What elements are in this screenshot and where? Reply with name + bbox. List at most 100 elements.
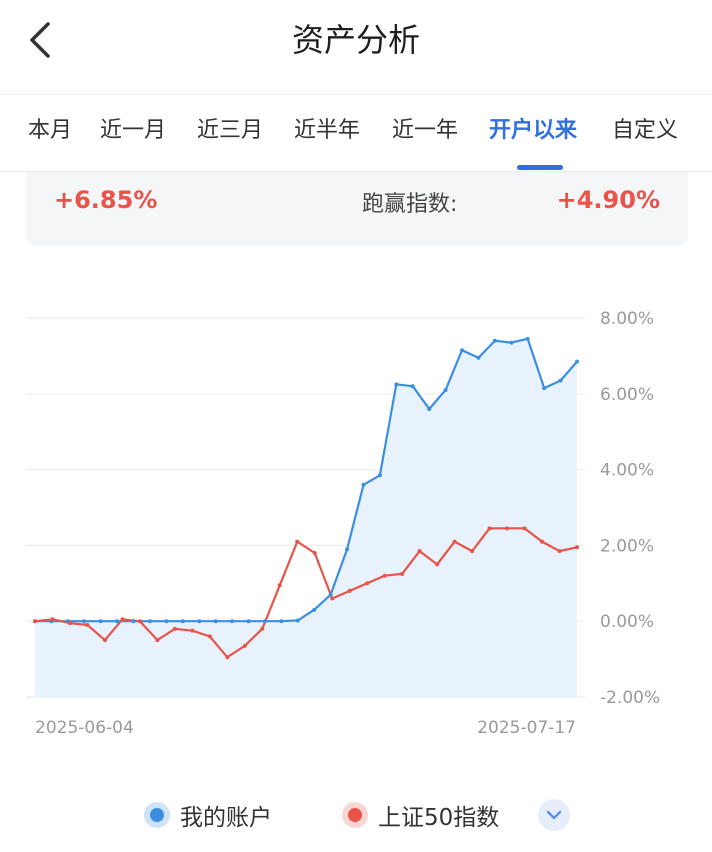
chart-series-lines <box>34 337 578 659</box>
chart-data-points <box>33 336 579 660</box>
tab-this-month[interactable]: 本月 <box>28 118 73 143</box>
x-axis-start-label: 2025-06-04 <box>35 718 134 738</box>
chart-axis-labels: 2025-06-04 2025-07-17 8.00% 6.00% 4.00% 2.0… <box>35 309 660 738</box>
account-series-line <box>35 337 578 623</box>
account-data-point <box>312 607 317 612</box>
chevron-left-icon <box>30 22 50 58</box>
account-data-point <box>98 619 103 624</box>
tab-last-year[interactable]: 近一年 <box>392 118 459 143</box>
account-data-point <box>460 348 465 353</box>
index-data-point <box>540 539 545 544</box>
account-data-point <box>410 384 415 389</box>
y-tick-label: 0.00% <box>600 612 654 632</box>
index-data-point <box>575 545 579 550</box>
index-data-point <box>85 622 90 627</box>
index-data-point <box>312 550 317 555</box>
index-data-point <box>347 588 352 593</box>
tab-last-month[interactable]: 近一月 <box>100 118 167 143</box>
account-data-point <box>328 592 333 597</box>
chart-area-fill <box>35 338 577 697</box>
tab-custom[interactable]: 自定义 <box>612 118 679 143</box>
index-data-point <box>452 539 457 544</box>
account-data-point <box>180 619 185 624</box>
index-data-point <box>470 549 475 554</box>
account-return-value: +6.85% <box>54 186 158 214</box>
account-data-point <box>542 386 547 391</box>
index-data-point <box>435 562 440 567</box>
account-data-point <box>115 619 120 624</box>
account-data-point <box>279 619 284 624</box>
account-data-point <box>361 482 366 487</box>
tab-last-half-year[interactable]: 近半年 <box>294 118 361 143</box>
index-data-point <box>190 628 195 633</box>
index-data-point <box>225 655 230 660</box>
index-data-point <box>487 526 492 531</box>
legend-account-marker <box>144 802 170 828</box>
index-data-point <box>137 619 142 624</box>
account-data-point <box>525 336 530 341</box>
account-data-point <box>82 619 87 624</box>
page-title: 资产分析 <box>291 21 420 59</box>
legend-item-account[interactable]: 我的账户 <box>144 798 272 832</box>
account-data-point <box>295 618 300 623</box>
header-bar: 资产分析 <box>0 0 712 94</box>
y-tick-label: 6.00% <box>600 385 654 405</box>
legend-expand-button[interactable] <box>538 799 570 831</box>
index-data-point <box>102 638 107 643</box>
account-data-point <box>164 619 169 624</box>
index-data-point <box>242 643 247 648</box>
y-tick-label: 8.00% <box>600 309 654 329</box>
back-button[interactable] <box>22 18 62 62</box>
tab-last-three-months[interactable]: 近三月 <box>197 118 264 143</box>
index-data-point <box>260 626 265 631</box>
account-data-point <box>427 406 432 411</box>
account-data-point <box>509 340 514 345</box>
x-axis-end-label: 2025-07-17 <box>477 718 576 738</box>
index-data-point <box>67 621 72 626</box>
index-data-point <box>365 581 370 586</box>
y-tick-label: 4.00% <box>600 461 654 481</box>
index-data-point <box>295 539 300 544</box>
account-data-point <box>213 619 218 624</box>
chevron-down-icon <box>546 810 562 820</box>
index-data-point <box>382 573 387 578</box>
tab-since-opening[interactable]: 开户以来 <box>489 118 578 143</box>
index-data-point <box>505 526 510 531</box>
account-data-point <box>246 619 251 624</box>
y-tick-label: -2.00% <box>600 688 660 708</box>
index-data-point <box>207 634 212 639</box>
account-data-point <box>230 619 235 624</box>
index-data-point <box>277 583 282 588</box>
index-series-line <box>34 527 578 659</box>
account-data-point <box>377 473 382 478</box>
header-divider <box>0 94 712 95</box>
index-data-point <box>155 638 160 643</box>
index-data-point <box>417 549 422 554</box>
account-data-point <box>197 619 202 624</box>
index-data-point <box>120 617 125 622</box>
return-line-chart: 2025-06-04 2025-07-17 8.00% 6.00% 4.00% 2.0… <box>26 309 660 738</box>
index-data-point <box>50 617 55 622</box>
account-data-point <box>476 355 481 360</box>
index-data-point <box>400 571 405 576</box>
legend-index-marker <box>342 802 368 828</box>
account-data-point <box>147 619 152 624</box>
legend-account-label: 我的账户 <box>180 805 272 831</box>
account-area <box>35 338 577 697</box>
account-data-point <box>345 547 350 552</box>
return-summary-card: +6.85% 跑赢指数: +4.90% <box>26 172 688 246</box>
chart-legend: 我的账户 上证50指数 <box>0 790 712 840</box>
account-data-point <box>262 619 267 624</box>
legend-index-label: 上证50指数 <box>378 805 500 831</box>
account-data-point <box>394 382 399 387</box>
account-data-point <box>492 338 497 343</box>
account-data-point <box>575 359 579 364</box>
legend-item-index[interactable]: 上证50指数 <box>342 798 499 832</box>
index-data-point <box>522 526 527 531</box>
index-data-point <box>172 626 177 631</box>
account-data-point <box>443 388 448 393</box>
active-tab-indicator <box>517 165 563 170</box>
tabs-divider <box>0 171 712 172</box>
index-data-point <box>557 549 562 554</box>
beat-index-label: 跑赢指数: <box>362 192 458 217</box>
